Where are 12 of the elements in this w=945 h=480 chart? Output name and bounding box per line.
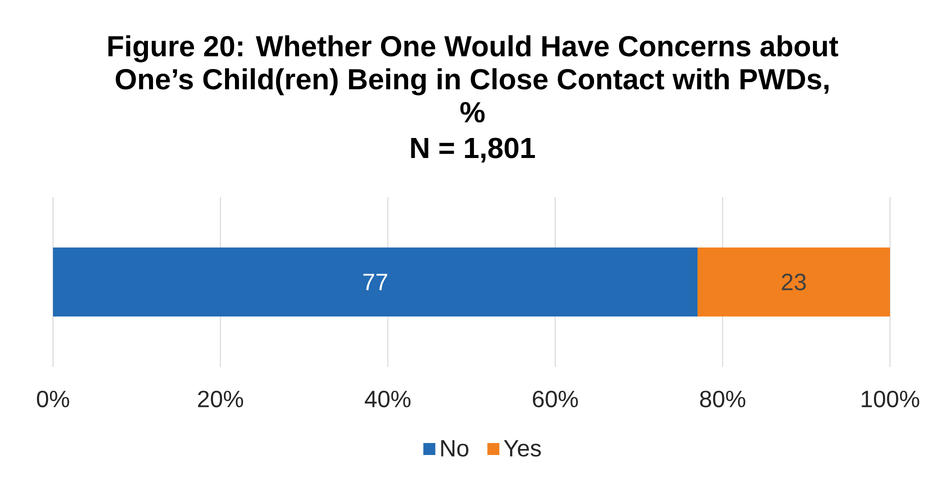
legend-label: Yes — [504, 440, 541, 457]
x-tick-label: 60% — [532, 390, 578, 408]
data-label: 77 — [363, 274, 388, 290]
x-tick-label: 20% — [198, 390, 244, 408]
chart-subtitle: N = 1,801 — [411, 138, 535, 162]
data-label: 23 — [782, 274, 806, 290]
x-tick-label: 0% — [36, 390, 70, 408]
chart-title: Figure 20: Whether One Would Have Concerns about One’s Child(ren) Being in Close Contact with PWDs, % — [108, 35, 838, 122]
x-tick-label: 40% — [364, 390, 410, 408]
x-tick-label: 80% — [700, 390, 746, 408]
legend-label: No — [441, 440, 468, 457]
x-tick-label: 100% — [862, 390, 920, 408]
